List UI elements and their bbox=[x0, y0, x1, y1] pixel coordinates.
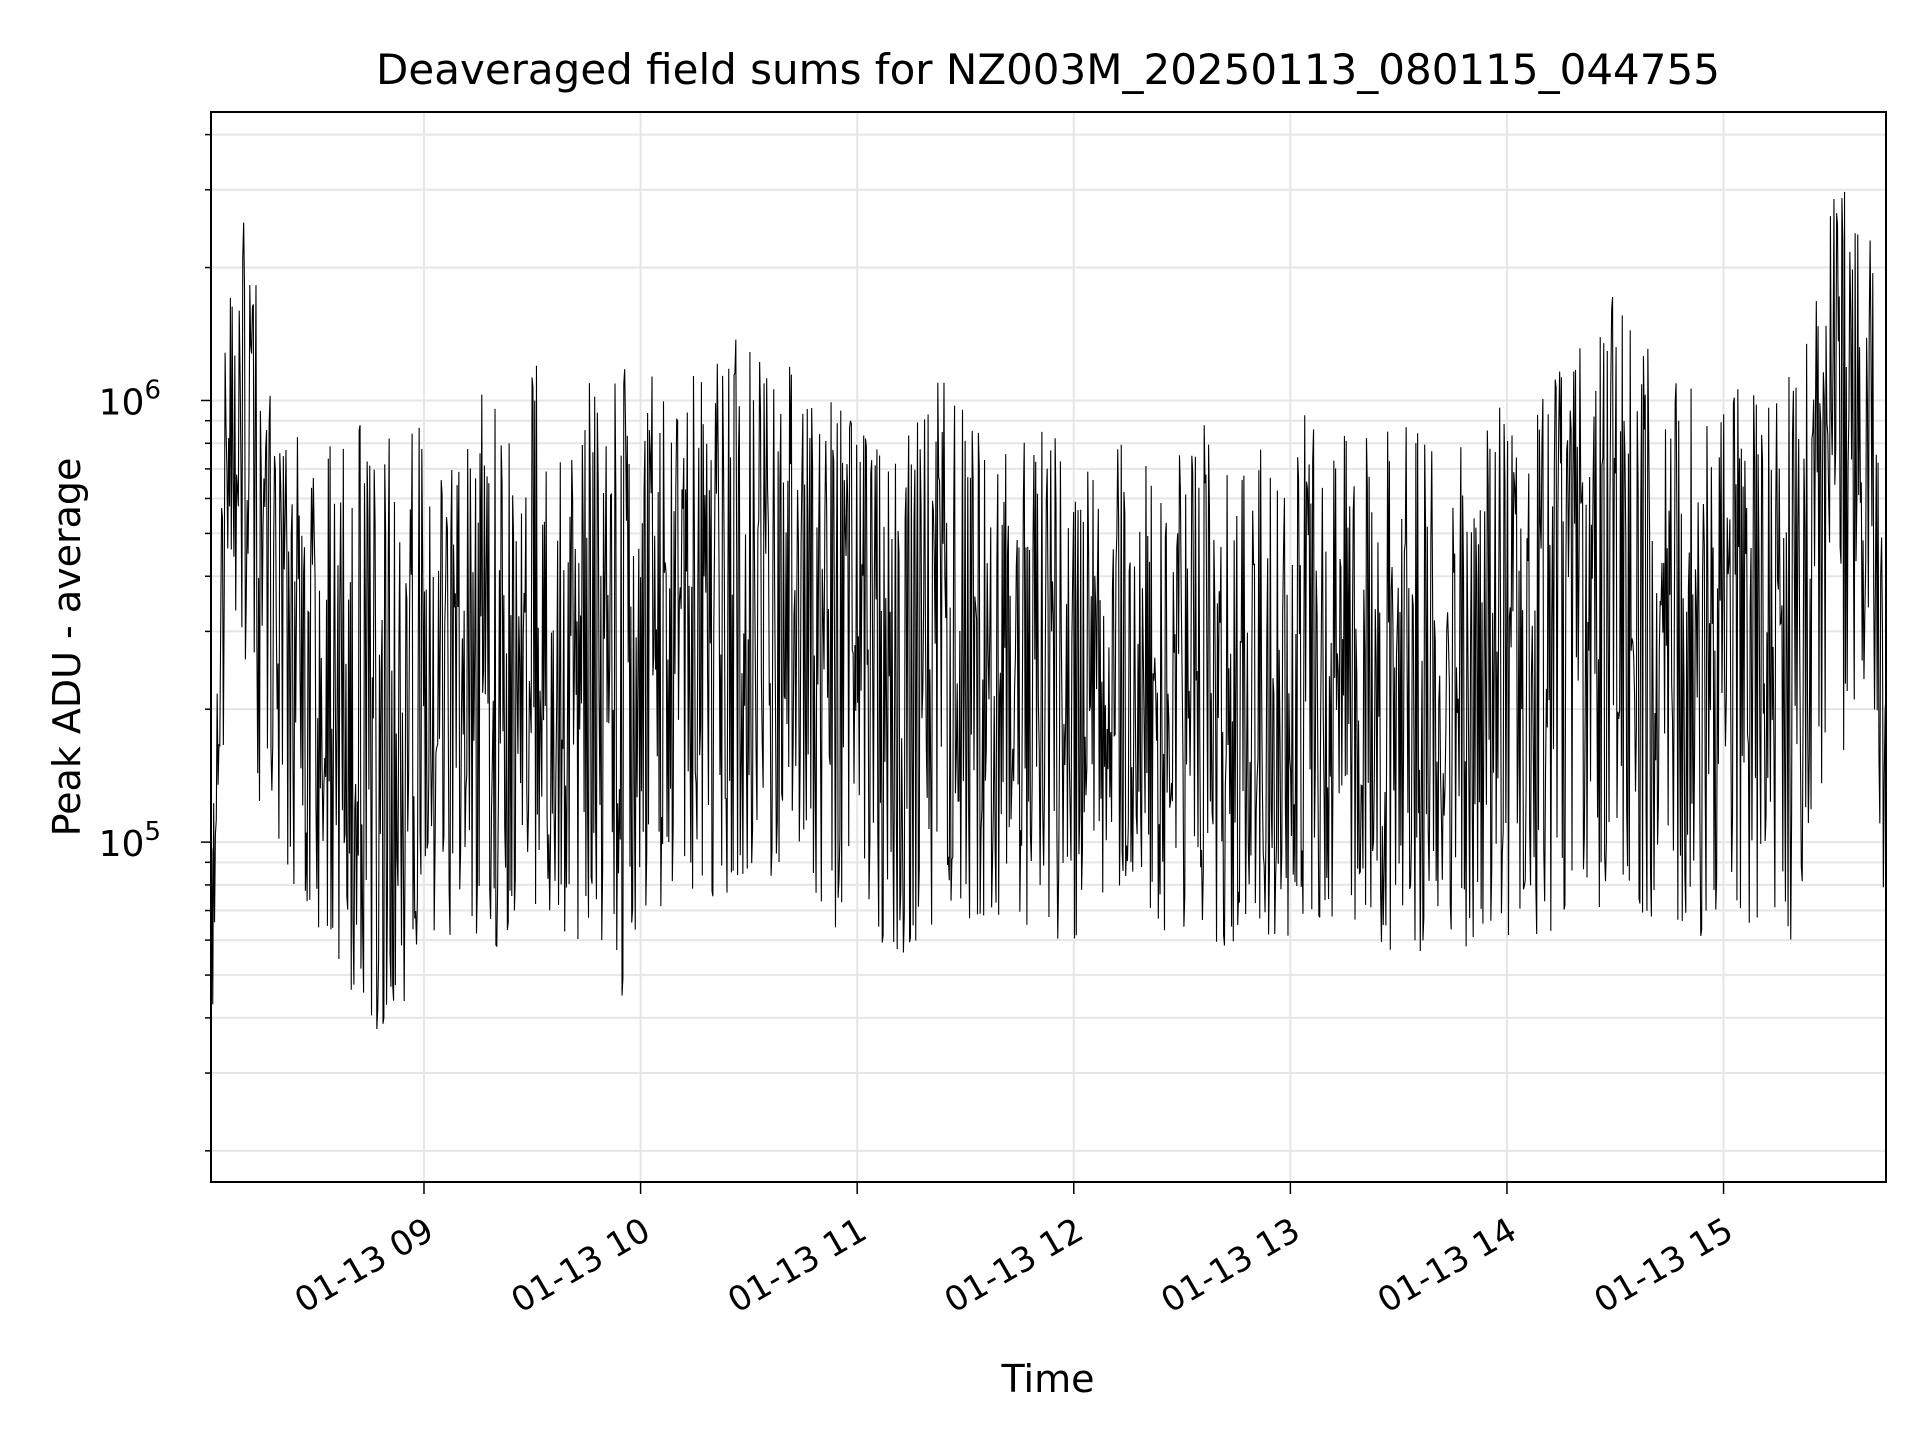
series-line bbox=[211, 191, 1886, 1045]
y-tick-label: 106 bbox=[99, 375, 161, 423]
chart-title: Deaveraged field sums for NZ003M_2025011… bbox=[376, 45, 1720, 94]
series-path bbox=[211, 191, 1886, 1045]
y-axis-label: Peak ADU - average bbox=[45, 458, 89, 837]
y-tick-label: 105 bbox=[99, 817, 161, 865]
x-axis-label: Time bbox=[1001, 1357, 1095, 1401]
y-tick-base: 10 bbox=[99, 824, 145, 865]
plot-frame bbox=[210, 111, 1887, 1183]
y-tick-exponent: 6 bbox=[144, 375, 161, 405]
y-tick-base: 10 bbox=[99, 382, 145, 423]
y-tick-exponent: 5 bbox=[144, 817, 161, 847]
